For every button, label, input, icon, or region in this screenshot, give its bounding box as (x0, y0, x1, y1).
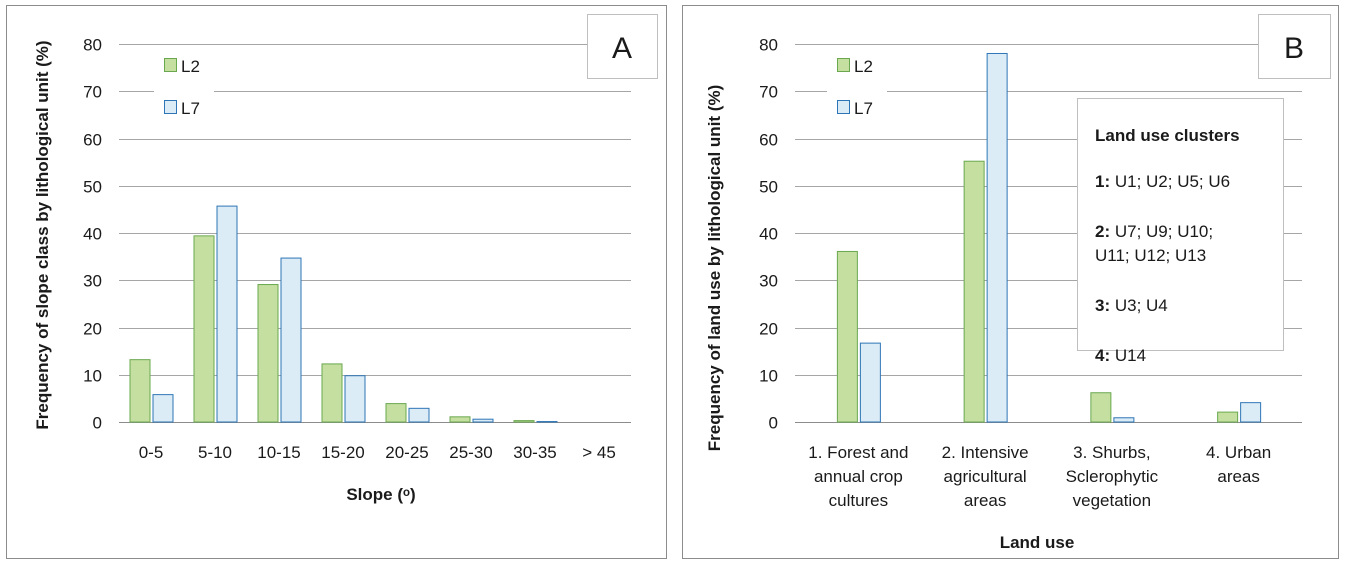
x-category-label: cultures (829, 491, 889, 510)
x-category-label: 2. Intensive (942, 443, 1029, 462)
bar-l7 (473, 419, 493, 422)
cluster-number: 3: (1095, 296, 1110, 315)
bar-l2 (837, 251, 857, 422)
y-tick-label: 30 (759, 272, 778, 291)
y-tick-label: 50 (759, 178, 778, 197)
bar-l7 (1241, 403, 1261, 422)
legend-swatch-l2 (838, 59, 850, 72)
x-category-label: areas (1217, 467, 1260, 486)
y-tick-label: 60 (83, 131, 102, 150)
y-tick-label: 70 (759, 83, 778, 102)
y-tick-label: 40 (759, 225, 778, 244)
legend-swatch-l7 (165, 101, 177, 114)
bar-l2 (130, 360, 150, 422)
bar-l7 (153, 395, 173, 422)
x-category-label: 30-35 (513, 443, 556, 462)
cluster-units: U1; U2; U5; U6 (1110, 172, 1230, 191)
x-category-label: 20-25 (385, 443, 428, 462)
chart-panel-a: 0 10 20 30 40 50 60 70 80 0-5 5-10 10-15 15-20 20-25… (7, 6, 667, 559)
bar-l2 (514, 421, 534, 422)
bar-l2 (386, 404, 406, 422)
panel-b-letter: B (1284, 32, 1304, 65)
bar-l2 (258, 285, 278, 422)
panel-b-y-axis-title: Frequency of land use by lithological un… (705, 85, 724, 451)
y-tick-label: 70 (83, 83, 102, 102)
cluster-units: U14 (1110, 346, 1146, 365)
panel-a-x-axis-title: Slope (ᵒ) (346, 485, 415, 504)
y-tick-label: 10 (83, 367, 102, 386)
x-category-label: agricultural (944, 467, 1027, 486)
x-category-label: 10-15 (257, 443, 300, 462)
x-category-label: 0-5 (139, 443, 164, 462)
y-tick-label: 60 (759, 131, 778, 150)
bar-l7 (860, 343, 880, 422)
y-tick-label: 20 (759, 320, 778, 339)
y-tick-label: 20 (83, 320, 102, 339)
legend-label-l2: L2 (181, 57, 200, 76)
x-category-label: areas (964, 491, 1007, 510)
x-category-label: 3. Shurbs, (1073, 443, 1151, 462)
panel-a-letter: A (612, 32, 632, 65)
legend-label-l7: L7 (854, 99, 873, 118)
legend-label-l2: L2 (854, 57, 873, 76)
panel-a-letter-box: A (588, 15, 658, 79)
bar-l7 (987, 53, 1007, 422)
bar-l2 (194, 236, 214, 422)
cluster-number: 2: (1095, 222, 1110, 241)
x-category-label: 5-10 (198, 443, 232, 462)
bar-l7 (217, 206, 237, 422)
panel-b-x-axis-title: Land use (1000, 533, 1075, 552)
cluster-number: 1: (1095, 172, 1110, 191)
cluster-units: U3; U4 (1110, 296, 1168, 315)
y-tick-label: 80 (759, 36, 778, 55)
cluster-item: U11; U12; U13 (1095, 246, 1206, 265)
bar-l2 (964, 161, 984, 422)
panel-a-border (7, 6, 667, 559)
panel-a-legend: L2 L7 (154, 54, 214, 126)
legend-swatch-l7 (838, 101, 850, 114)
x-category-label: annual crop (814, 467, 903, 486)
cluster-number: 4: (1095, 346, 1110, 365)
land-use-clusters-title: Land use clusters (1095, 126, 1240, 145)
bar-l2 (1218, 412, 1238, 422)
bar-l2 (1091, 393, 1111, 422)
panel-a-y-tick-labels: 0 10 20 30 40 50 60 70 80 (83, 36, 102, 433)
x-category-label: 4. Urban (1206, 443, 1271, 462)
y-tick-label: 50 (83, 178, 102, 197)
bar-l7 (345, 376, 365, 422)
x-category-label: vegetation (1073, 491, 1151, 510)
x-category-label: 15-20 (321, 443, 364, 462)
cluster-item: 4: U14 (1095, 346, 1146, 365)
x-category-label: > 45 (582, 443, 616, 462)
bar-l2 (450, 417, 470, 422)
legend-label-l7: L7 (181, 99, 200, 118)
y-tick-label: 40 (83, 225, 102, 244)
bar-l7 (409, 408, 429, 422)
y-tick-label: 0 (769, 414, 778, 433)
x-category-label: Sclerophytic (1066, 467, 1159, 486)
chart-panel-b: 0 10 20 30 40 50 60 70 80 1. Forest and annual cr… (683, 6, 1339, 559)
legend-swatch-l2 (165, 59, 177, 72)
land-use-clusters-box: Land use clusters 1: U1; U2; U5; U6 2: U7… (1078, 99, 1284, 366)
bar-l7 (281, 258, 301, 422)
bar-l7 (1114, 418, 1134, 422)
panel-b-y-tick-labels: 0 10 20 30 40 50 60 70 80 (759, 36, 778, 433)
cluster-units: U7; U9; U10; (1110, 222, 1213, 241)
y-tick-label: 10 (759, 367, 778, 386)
cluster-item: 3: U3; U4 (1095, 296, 1168, 315)
panel-b-letter-box: B (1259, 15, 1331, 79)
x-category-label: 1. Forest and (808, 443, 908, 462)
y-tick-label: 80 (83, 36, 102, 55)
y-tick-label: 0 (93, 414, 102, 433)
bar-l2 (322, 364, 342, 422)
y-tick-label: 30 (83, 272, 102, 291)
panel-b-legend: L2 L7 (827, 54, 887, 126)
x-category-label: 25-30 (449, 443, 492, 462)
cluster-item: 2: U7; U9; U10; (1095, 222, 1213, 241)
panel-a-y-axis-title: Frequency of slope class by lithological… (33, 40, 52, 429)
cluster-item: 1: U1; U2; U5; U6 (1095, 172, 1230, 191)
